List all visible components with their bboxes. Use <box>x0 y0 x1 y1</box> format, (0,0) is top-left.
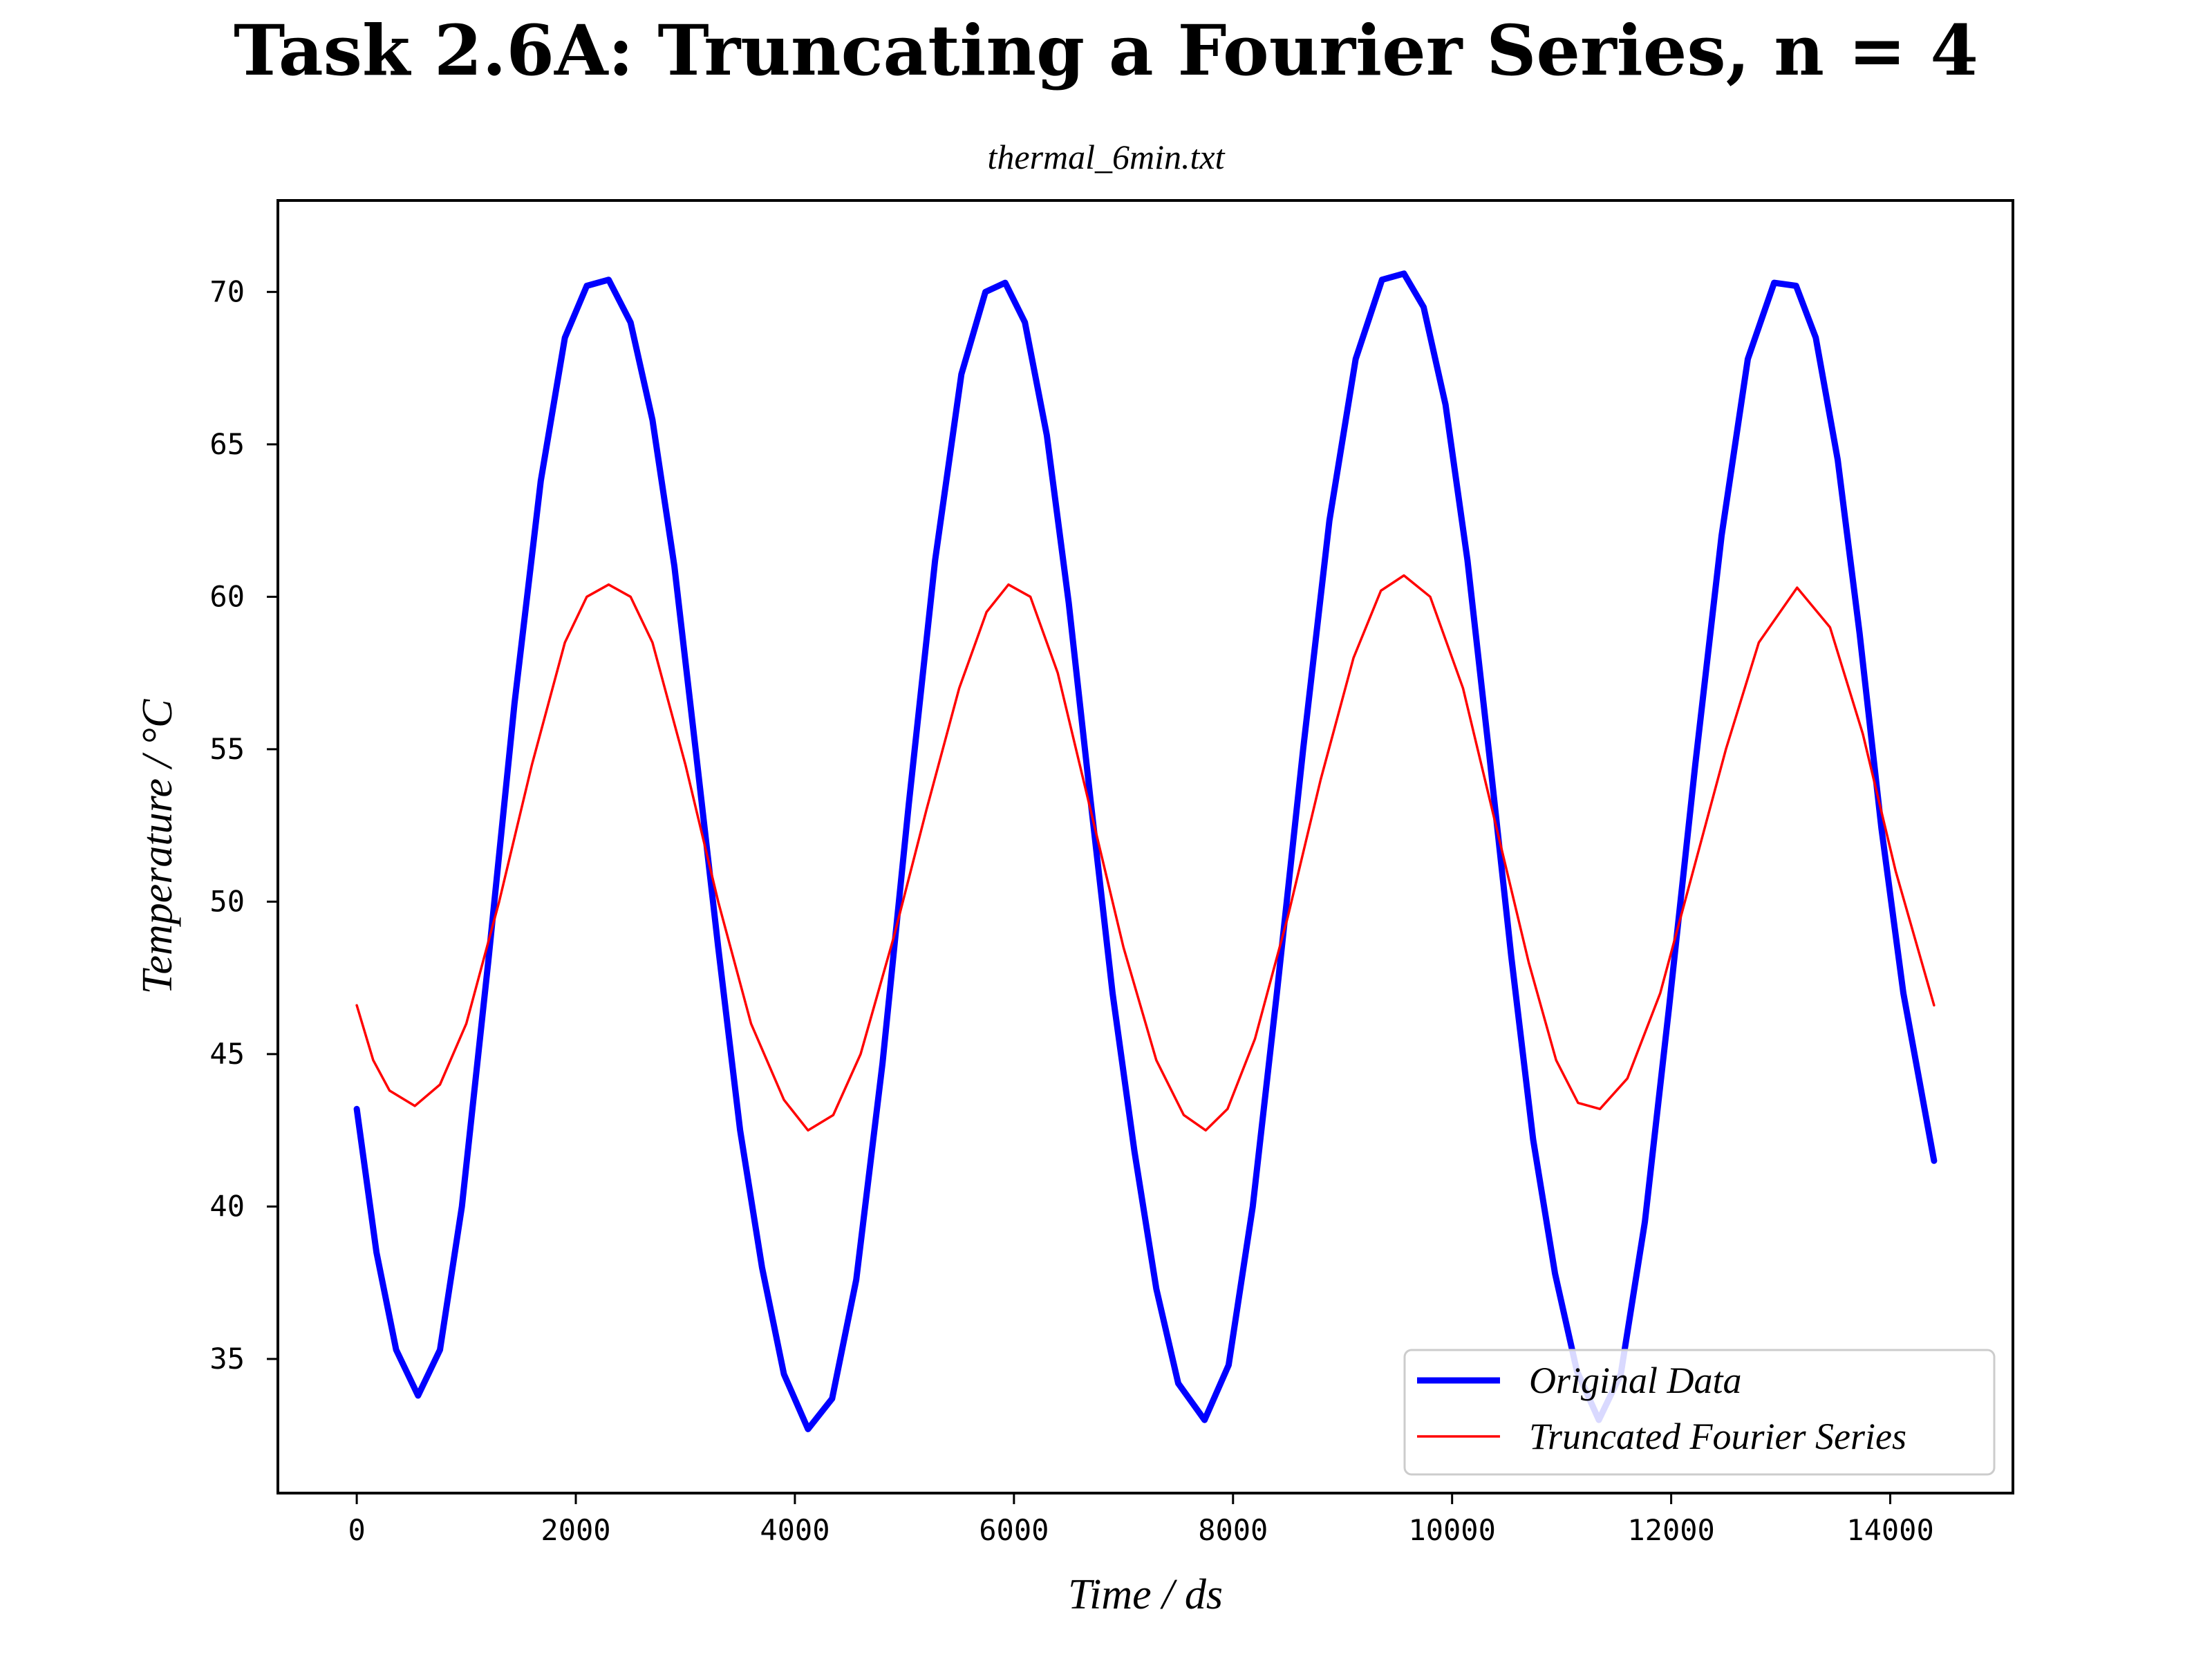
y-tick-label: 35 <box>209 1342 245 1376</box>
y-tick-label: 45 <box>209 1037 245 1071</box>
series-layer <box>353 270 1938 1432</box>
x-tick-label: 10000 <box>1408 1513 1495 1547</box>
legend-box <box>1403 1349 1996 1476</box>
chart-title: Task 2.6A: Truncating a Fourier Series, … <box>234 10 1978 91</box>
series-line-truncated-fourier-series <box>355 574 1936 1132</box>
chart-subtitle: thermal_6min.txt <box>987 138 1225 176</box>
y-tick-label: 65 <box>209 427 245 461</box>
x-tick-label: 14000 <box>1846 1513 1933 1547</box>
y-tick-label: 55 <box>209 732 245 766</box>
y-tick-label: 70 <box>209 274 245 308</box>
x-tick-label: 0 <box>348 1513 365 1547</box>
series-line-original-data <box>353 270 1938 1432</box>
x-tick-label: 6000 <box>979 1513 1049 1547</box>
legend: Original Data Truncated Fourier Series <box>1403 1349 1996 1476</box>
plot-frame <box>276 199 2014 1494</box>
x-tick-label: 2000 <box>541 1513 610 1547</box>
y-axis: 35 40 45 50 55 60 65 70 <box>209 274 278 1376</box>
y-axis-label: Temperature / °C <box>134 699 181 994</box>
y-tick-label: 40 <box>209 1189 245 1223</box>
y-tick-label: 50 <box>209 884 245 918</box>
legend-label-truncated-fourier-series: Truncated Fourier Series <box>1529 1416 1906 1457</box>
x-tick-label: 8000 <box>1198 1513 1268 1547</box>
x-axis: 0 2000 4000 6000 8000 10000 12000 14000 <box>348 1493 1934 1547</box>
legend-label-original-data: Original Data <box>1529 1360 1742 1401</box>
y-tick-label: 60 <box>209 579 245 613</box>
plot-area <box>276 199 2014 1494</box>
x-axis-label: Time / ds <box>1068 1571 1223 1618</box>
x-tick-label: 4000 <box>760 1513 830 1547</box>
x-tick-label: 12000 <box>1627 1513 1714 1547</box>
